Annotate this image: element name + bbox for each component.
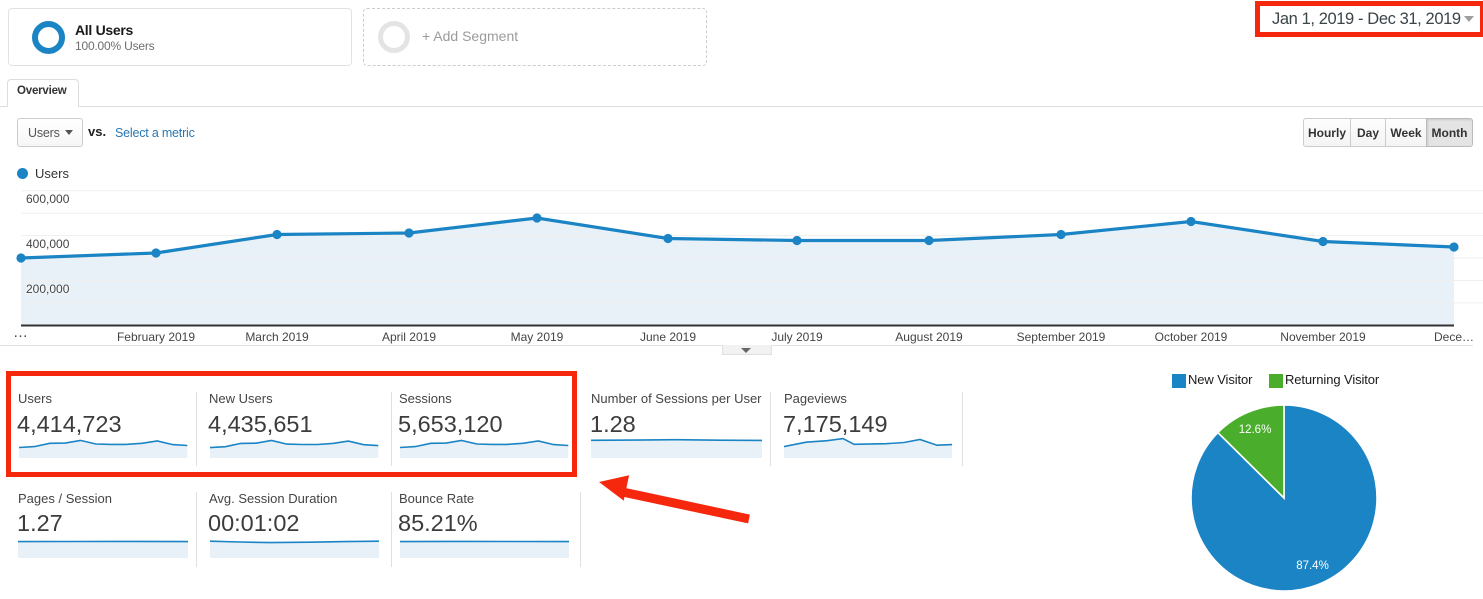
svg-text:12.6%: 12.6%	[1239, 424, 1272, 436]
svg-text:87.4%: 87.4%	[1296, 560, 1329, 572]
